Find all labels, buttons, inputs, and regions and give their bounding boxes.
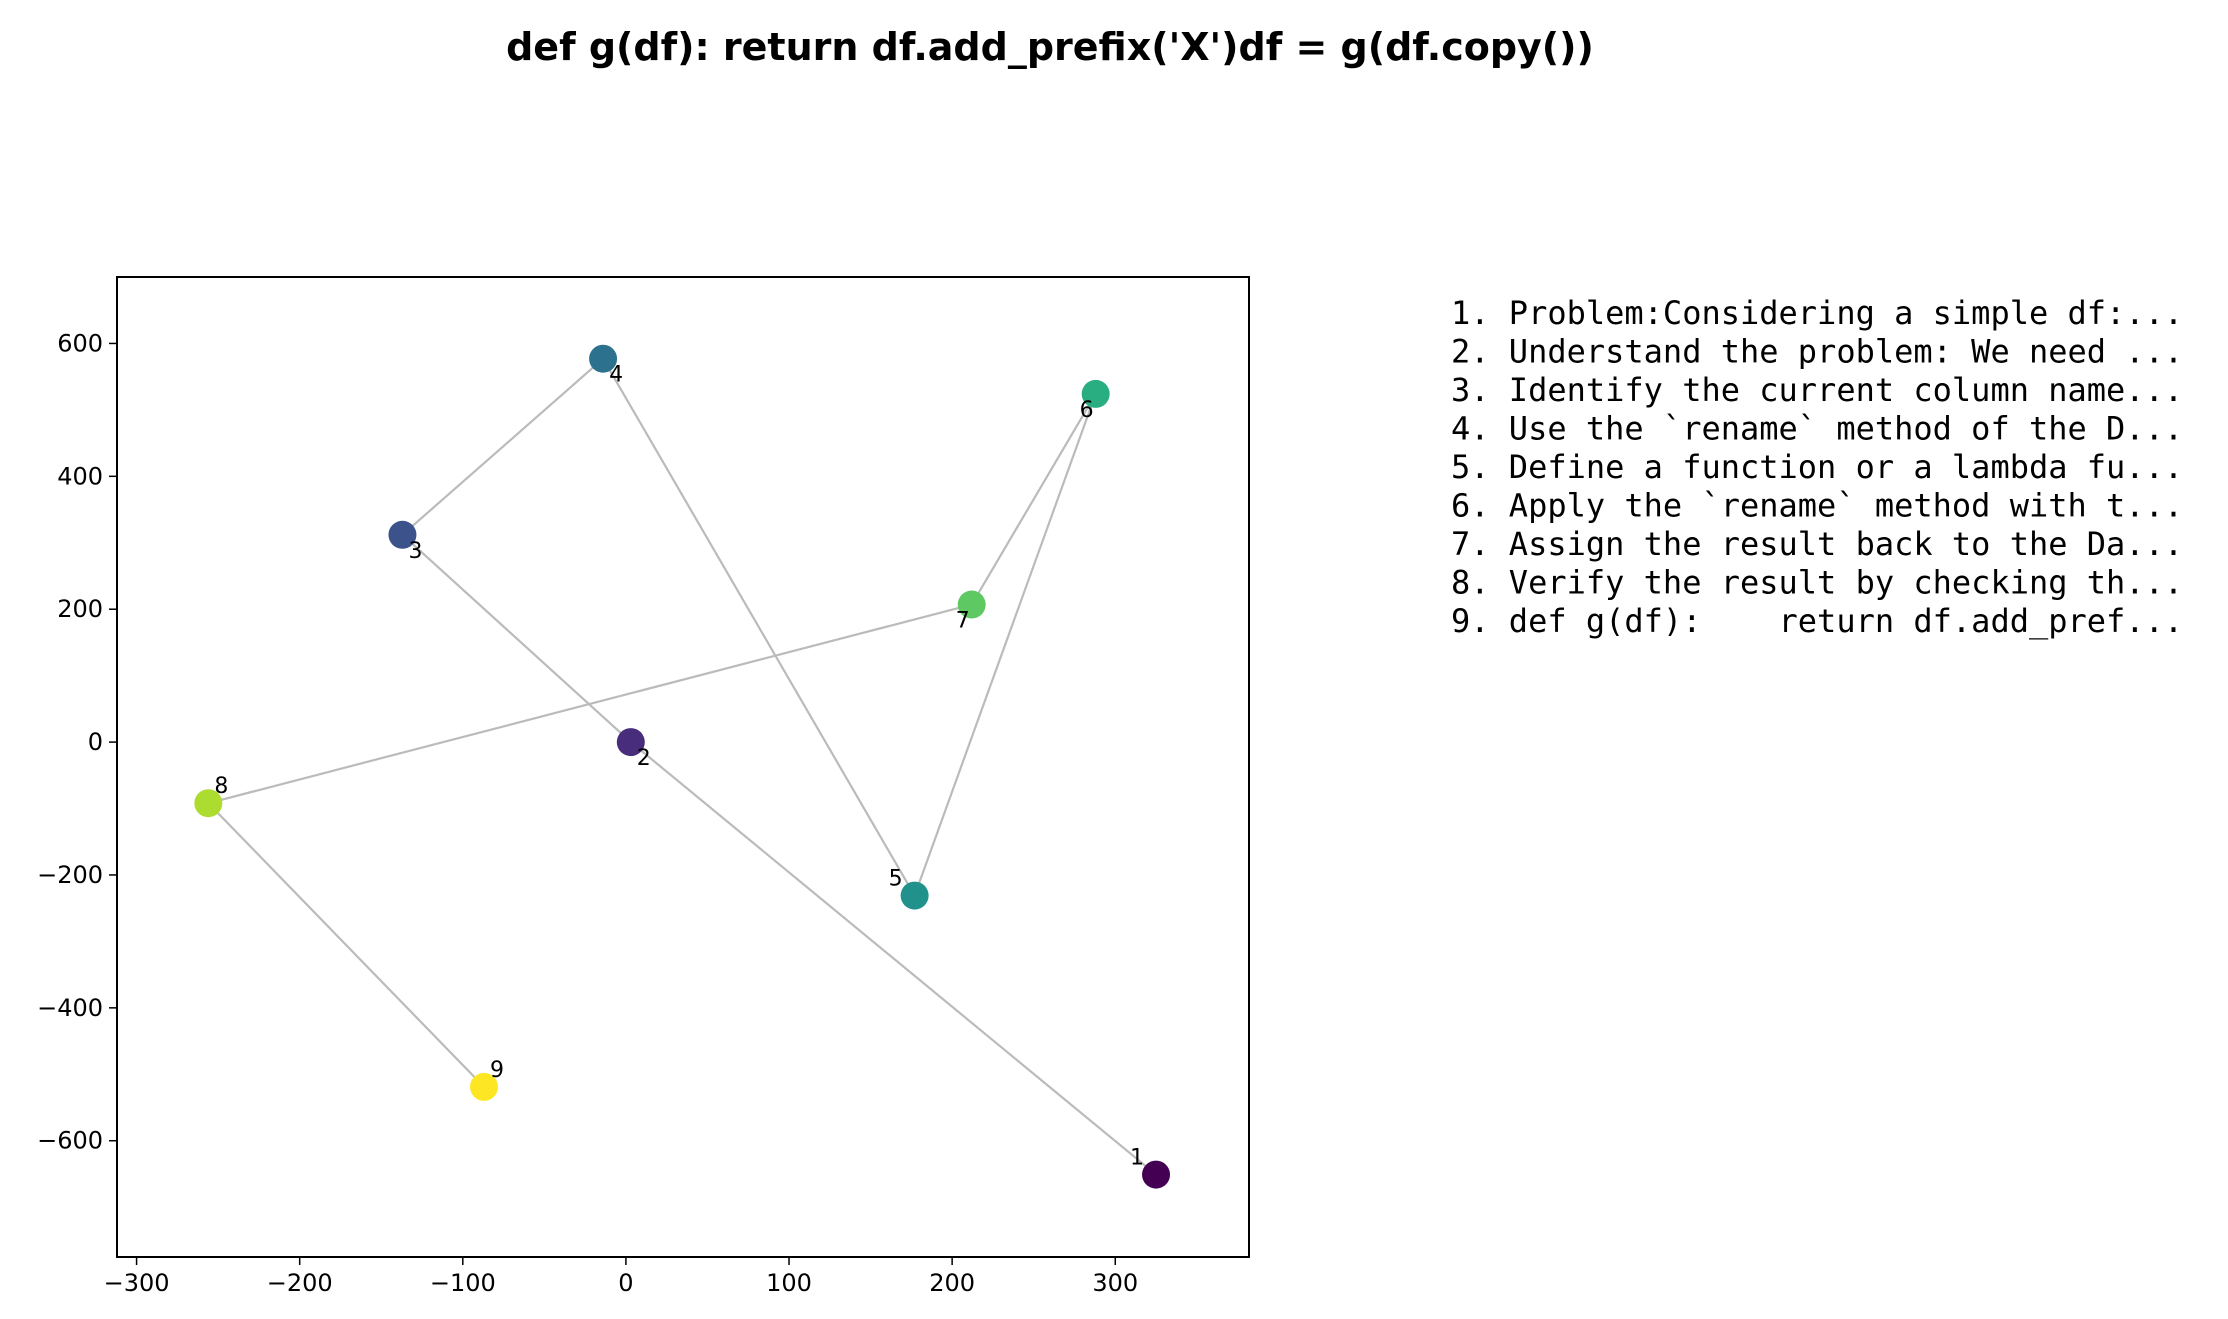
connector-line [401, 357, 604, 536]
step-text: 8. Verify the result by checking th... [1451, 564, 2183, 602]
connector-line [970, 393, 1097, 606]
x-tick-label: −200 [267, 1269, 333, 1297]
step-text: 3. Identify the current column name... [1451, 371, 2183, 409]
step-text: 9. def g(df): return df.add_pref... [1451, 602, 2183, 640]
y-tick-label: 0 [88, 728, 103, 756]
step-text: 1. Problem:Considering a simple df:... [1451, 294, 2183, 332]
point-label: 1 [1130, 1146, 1144, 1171]
plot-area: 1 2 3 4 5 6 7 8 9 −300 −200 −100 0 100 200 300 −600 −400 −… [37, 276, 1250, 1297]
point-label: 6 [1080, 398, 1094, 423]
step-text: 7. Assign the result back to the Da... [1451, 525, 2183, 563]
x-tick-label: 200 [929, 1269, 975, 1297]
step-text: 4. Use the `rename` method of the D... [1451, 410, 2183, 448]
y-tick-label: −200 [37, 861, 103, 889]
plot-frame [116, 276, 1250, 1258]
x-tick-label: −300 [104, 1269, 170, 1297]
data-point [589, 344, 618, 373]
connector-line [913, 393, 1097, 896]
connector-line [630, 741, 1157, 1176]
data-point [470, 1072, 499, 1101]
point-label: 4 [609, 363, 623, 388]
point-label: 9 [490, 1058, 504, 1083]
data-point [388, 520, 417, 549]
step-text: 5. Define a function or a lambda fu... [1451, 448, 2183, 486]
y-tick-label: 600 [57, 329, 103, 357]
chart-title: def g(df): return df.add_prefix('X')df =… [506, 25, 1594, 69]
step-text: 6. Apply the `rename` method with t... [1451, 487, 2183, 525]
data-point [957, 590, 986, 619]
connector-line [401, 533, 632, 743]
data-point [1142, 1160, 1171, 1189]
y-tick-label: 400 [57, 462, 103, 490]
x-tick-label: 0 [618, 1269, 633, 1297]
y-tick-label: 200 [57, 595, 103, 623]
data-point [616, 728, 645, 757]
y-tick-label: −600 [37, 1127, 103, 1155]
data-point [900, 881, 929, 910]
connector-line [208, 603, 972, 805]
y-tick-label: −400 [37, 994, 103, 1022]
x-tick-label: 100 [766, 1269, 812, 1297]
point-label: 7 [956, 609, 970, 634]
steps-list: 1. Problem:Considering a simple df:...2.… [1451, 294, 2183, 640]
x-tick-label: −100 [430, 1269, 496, 1297]
point-label: 8 [214, 774, 228, 799]
connector-line [602, 358, 916, 897]
point-label: 5 [889, 867, 903, 892]
connector-line [207, 802, 485, 1088]
step-text: 2. Understand the problem: We need ... [1451, 333, 2183, 371]
data-point [1081, 379, 1110, 408]
point-label: 2 [637, 746, 651, 771]
data-point [194, 789, 223, 818]
x-tick-label: 300 [1092, 1269, 1138, 1297]
point-label: 3 [408, 539, 422, 564]
